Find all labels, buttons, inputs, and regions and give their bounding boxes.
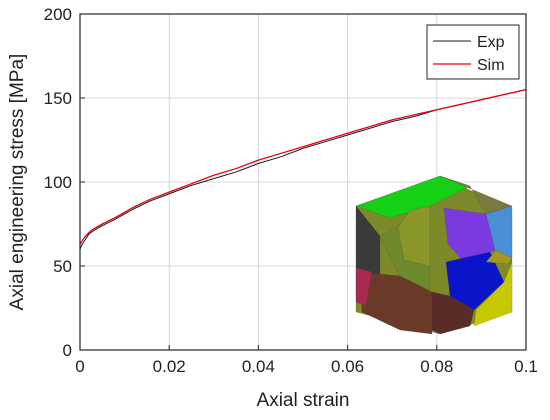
grain-face [359,271,433,335]
y-tick-label: 0 [63,341,72,360]
legend-box [426,24,520,80]
axis-ticks: 0 0.02 0.04 0.06 0.08 0.1 0 50 100 150 200 [44,5,538,376]
x-tick-label: 0.04 [242,357,275,376]
grain-cube-image [355,175,513,335]
x-tick-label: 0.06 [331,357,364,376]
y-tick-label: 150 [44,89,72,108]
x-axis-label: Axial strain [257,390,350,411]
y-tick-label: 100 [44,173,72,192]
grain-face [431,291,475,335]
y-tick-label: 50 [53,257,72,276]
y-axis-label: Axial engineering stress [MPa] [7,54,28,311]
legend-label-exp: Exp [477,34,505,51]
series-lines [79,88,527,250]
series-line-sim [79,88,527,245]
x-tick-label: 0.08 [420,357,453,376]
y-tick-label: 200 [44,5,72,24]
grain-face [355,175,471,219]
legend: Exp Sim [426,24,520,80]
legend-label-sim: Sim [477,57,505,74]
x-tick-label: 0 [75,357,84,376]
grain-face [355,267,373,307]
grain-face [473,261,513,327]
x-tick-label: 0.02 [153,357,186,376]
grain-face [485,249,513,265]
grain-face [397,205,431,267]
grain-face [445,251,505,311]
x-tick-label: 0.1 [514,357,538,376]
